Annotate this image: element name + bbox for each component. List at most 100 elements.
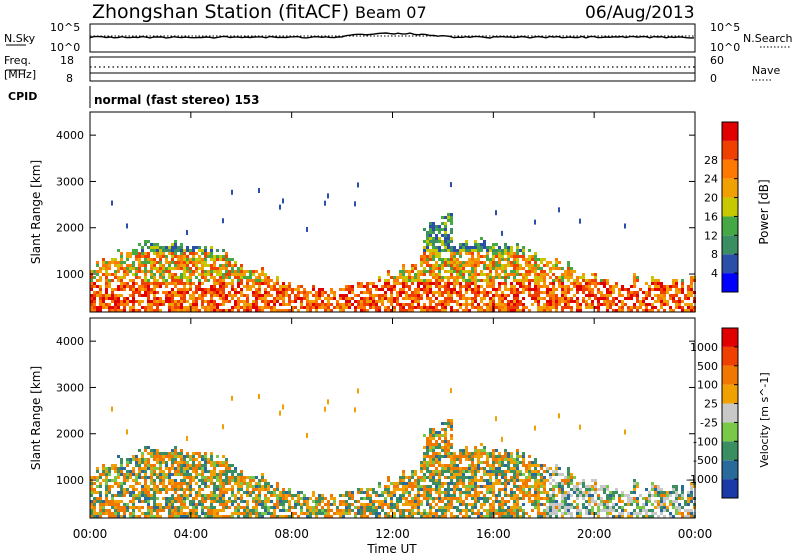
power-cell [174,285,177,288]
velocity-cell [426,503,429,506]
velocity-cell [678,503,681,506]
velocity-cell [432,437,435,440]
velocity-cell [402,512,405,515]
velocity-cell [159,515,162,518]
velocity-cell [288,515,291,518]
velocity-cell [210,515,213,518]
power-cell [495,264,498,267]
velocity-cell [453,452,456,455]
power-cell [426,237,429,240]
power-cell [357,306,360,309]
velocity-cell [555,494,558,497]
velocity-cell [381,506,384,509]
power-cell [195,246,198,249]
velocity-cell [636,500,639,503]
velocity-cell [204,461,207,464]
power-cell [381,285,384,288]
velocity-cell [177,482,180,485]
power-cell [540,297,543,300]
power-cell [255,270,258,273]
power-cell [483,303,486,306]
power-cell [99,294,102,297]
power-cell [321,294,324,297]
power-cell [438,303,441,306]
velocity-cell [150,497,153,500]
power-cell [327,297,330,300]
velocity-cell [480,455,483,458]
velocity-cell [138,515,141,518]
velocity-cell [435,440,438,443]
power-cell [636,297,639,300]
velocity-cell [381,509,384,512]
power-cell [435,309,438,312]
velocity-cell [180,461,183,464]
power-cell [120,252,123,255]
power-cell [420,297,423,300]
power-cell [420,288,423,291]
power-cell [501,303,504,306]
velocity-cell [213,482,216,485]
velocity-cell [555,467,558,470]
power-cell [510,270,513,273]
power-cell [249,285,252,288]
power-cell [630,297,633,300]
velocity-cell [633,485,636,488]
velocity-cell [501,464,504,467]
power-cell [597,282,600,285]
power-cell [141,252,144,255]
velocity-cell [504,449,507,452]
power-cell [318,294,321,297]
power-cell [264,291,267,294]
velocity-cell [447,500,450,503]
power-cell [201,249,204,252]
power-cell [564,288,567,291]
velocity-cell [546,515,549,518]
power-cell [216,258,219,261]
velocity-cell [156,485,159,488]
velocity-cell [663,509,666,512]
velocity-cell [213,485,216,488]
power-cell [441,300,444,303]
velocity-cell [516,494,519,497]
power-cell [243,300,246,303]
velocity-cell [492,491,495,494]
velocity-cell [138,473,141,476]
velocity-cell [387,515,390,518]
velocity-cell [153,482,156,485]
power-cell [423,273,426,276]
power-cell [681,309,684,312]
velocity-cell [126,429,128,435]
velocity-cell [564,479,567,482]
power-cell [405,303,408,306]
power-cell [456,270,459,273]
velocity-cell [198,491,201,494]
power-cell [426,240,429,243]
velocity-cell [423,488,426,491]
power-cell [657,309,660,312]
power-colorbar-label: Power [dB] [757,179,771,244]
velocity-cell [552,485,555,488]
power-cell [192,282,195,285]
velocity-cell [435,452,438,455]
power-cell [666,285,669,288]
velocity-cell [123,515,126,518]
power-cell [633,303,636,306]
velocity-cell [690,515,693,518]
power-cell [438,276,441,279]
power-cell [153,300,156,303]
power-cell [129,288,132,291]
velocity-cell [102,473,105,476]
power-cell [282,288,285,291]
power-cell [636,276,639,279]
velocity-cell [567,482,570,485]
velocity-cell [549,515,552,518]
velocity-cell [471,485,474,488]
power-cell [462,270,465,273]
power-cell [225,273,228,276]
power-cell [618,288,621,291]
power-cell [495,291,498,294]
velocity-cell [546,479,549,482]
velocity-cell [429,458,432,461]
power-cell [210,255,213,258]
velocity-cell [255,509,258,512]
